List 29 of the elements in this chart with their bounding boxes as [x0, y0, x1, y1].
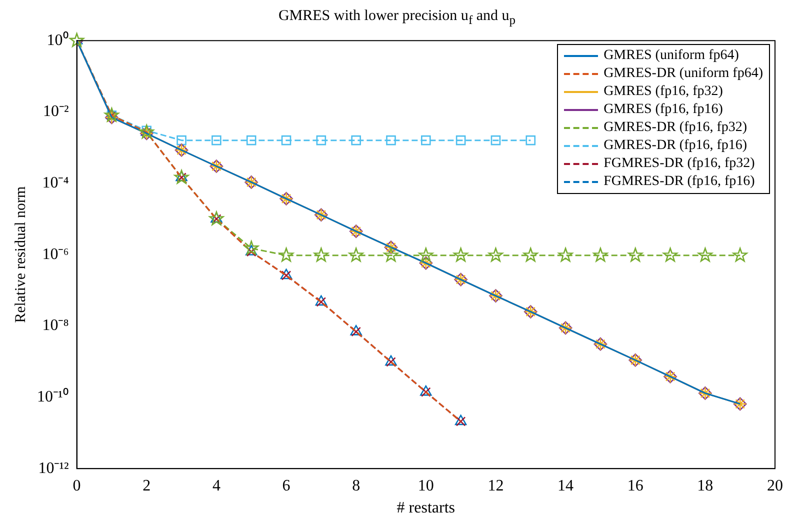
legend-label: GMRES-DR (uniform fp64) [604, 65, 763, 83]
x-tick-label: 10 [418, 477, 434, 494]
legend-label: GMRES (fp16, fp16) [604, 101, 723, 119]
x-tick-label: 8 [352, 477, 360, 494]
legend-label: GMRES (uniform fp64) [604, 47, 739, 65]
y-tick-label: 10⁰ [46, 30, 69, 49]
legend-label: GMRES-DR (fp16, fp32) [604, 119, 748, 137]
x-tick-label: 4 [212, 477, 220, 494]
y-axis-title: Relative residual norm [12, 186, 29, 323]
y-tick-label: 10⁻¹² [38, 460, 69, 477]
y-tick-label: 10⁻⁴ [42, 174, 70, 192]
x-tick-label: 12 [488, 477, 504, 494]
x-axis-title: # restarts [396, 500, 455, 517]
x-tick-label: 18 [697, 477, 714, 494]
chart-title: GMRES with lower precision u$_{f}$ and u$_{p}$ [277, 8, 517, 28]
x-tick-label: 14 [558, 477, 574, 494]
y-tick-label: 10⁻⁸ [42, 317, 69, 334]
y-tick-label: 10⁻⁶ [42, 246, 69, 263]
x-tick-label: 0 [72, 477, 81, 494]
x-tick-label: 2 [142, 477, 151, 494]
legend-label: GMRES (fp16, fp32) [604, 83, 723, 101]
x-tick-label: 16 [627, 477, 644, 494]
legend-label: FGMRES-DR (fp16, fp16) [604, 173, 755, 191]
legend-label: GMRES-DR (fp16, fp16) [604, 137, 748, 155]
y-tick-label: 10⁻² [43, 103, 69, 120]
legend-label: FGMRES-DR (fp16, fp32) [604, 155, 755, 173]
x-tick-label: 6 [282, 477, 290, 494]
x-tick-label: 20 [767, 477, 783, 494]
y-tick-label: 10⁻¹⁰ [37, 387, 69, 406]
